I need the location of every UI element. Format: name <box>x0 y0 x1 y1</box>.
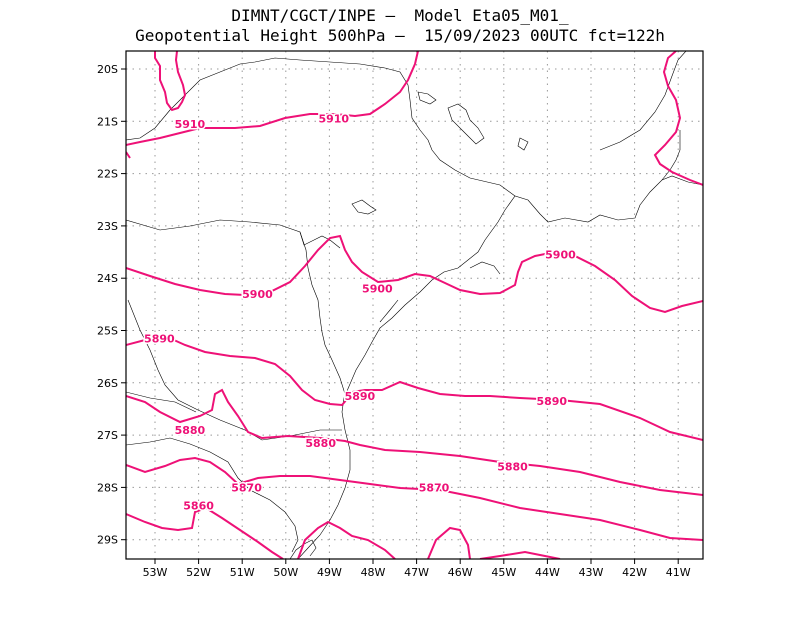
lon-tick-label: 48W <box>361 566 386 579</box>
contour-label: 5880 <box>175 424 206 437</box>
contour-label: 5890 <box>144 332 175 345</box>
grid-lines <box>126 51 703 559</box>
contour-5910 <box>154 51 187 112</box>
state-border <box>599 51 687 151</box>
contour-5910 <box>126 151 131 159</box>
lon-tick-label: 49W <box>317 566 342 579</box>
lon-tick-label: 46W <box>448 566 473 579</box>
contour-label: 5890 <box>536 395 567 408</box>
contour-label: 5910 <box>318 113 349 126</box>
lon-tick-label: 53W <box>143 566 168 579</box>
bay <box>469 261 501 275</box>
lat-tick-label: 23S <box>97 220 118 233</box>
map-subtitle: Geopotential Height 500hPa – 15/09/2023 … <box>135 26 665 45</box>
contour-label: 5890 <box>345 390 376 403</box>
lat-tick-label: 29S <box>97 534 118 547</box>
lat-tick-label: 27S <box>97 429 118 442</box>
contour-5860 <box>297 520 396 559</box>
lon-tick-label: 41W <box>666 566 691 579</box>
contour-label: 5870 <box>419 481 450 494</box>
lon-tick-label: 43W <box>579 566 604 579</box>
lon-tick-label: 47W <box>404 566 429 579</box>
contour-labels: 5910 5910 5900 5900 5900 5890 5890 5890 5880 5880… <box>143 111 578 514</box>
state-border <box>661 130 681 181</box>
state-border <box>126 57 516 197</box>
reservoir <box>517 137 529 151</box>
lat-tick-label: 28S <box>97 481 118 494</box>
plot-frame <box>125 50 704 560</box>
contour-5900 <box>126 234 703 314</box>
contour-5870 <box>126 456 703 541</box>
contour-label: 5870 <box>231 481 262 494</box>
contour-5860 <box>479 550 561 559</box>
lat-tick-label: 20S <box>97 63 118 76</box>
contour-label: 5880 <box>497 460 528 473</box>
contour-5880 <box>126 388 703 496</box>
lat-tick-label: 21S <box>97 115 118 128</box>
coastlines-and-borders <box>126 51 703 559</box>
axis-ticks: 53W 52W 51W 50W 49W 48W 47W 46W 45W 44W 43W 42W 41W 2… <box>97 63 691 579</box>
state-border <box>299 231 341 249</box>
bay <box>379 299 399 323</box>
reservoir <box>351 199 377 215</box>
lon-tick-label: 50W <box>273 566 298 579</box>
lat-tick-label: 24S <box>97 272 118 285</box>
state-border <box>126 219 346 395</box>
contour-5910 <box>653 51 703 186</box>
contour-5860 <box>427 526 471 559</box>
state-border <box>126 391 197 413</box>
reservoir <box>447 103 485 145</box>
contour-label: 5910 <box>175 118 206 131</box>
contour-label: 5900 <box>362 283 393 296</box>
lat-tick-label: 26S <box>97 377 118 390</box>
contour-label: 5900 <box>242 288 273 301</box>
lat-tick-label: 25S <box>97 325 118 338</box>
contour-5860 <box>126 506 284 559</box>
country-border <box>126 437 299 553</box>
lon-tick-label: 44W <box>535 566 560 579</box>
lon-tick-label: 45W <box>491 566 516 579</box>
state-border <box>127 299 342 441</box>
lon-tick-label: 42W <box>622 566 647 579</box>
map-title: DIMNT/CGCT/INPE – Model Eta05_M01_ <box>231 6 569 25</box>
contour-label: 5880 <box>305 437 336 450</box>
contour-5890 <box>126 334 703 441</box>
contour-label: 5860 <box>183 500 214 513</box>
contour-label: 5900 <box>545 249 576 262</box>
lagoon-outline <box>289 539 317 559</box>
coastline <box>297 175 703 559</box>
geopotential-contours <box>126 51 703 559</box>
reservoir <box>417 91 437 105</box>
contour-5910 <box>126 51 419 146</box>
lat-tick-label: 22S <box>97 168 118 181</box>
lon-tick-label: 51W <box>230 566 255 579</box>
lon-tick-label: 52W <box>186 566 211 579</box>
